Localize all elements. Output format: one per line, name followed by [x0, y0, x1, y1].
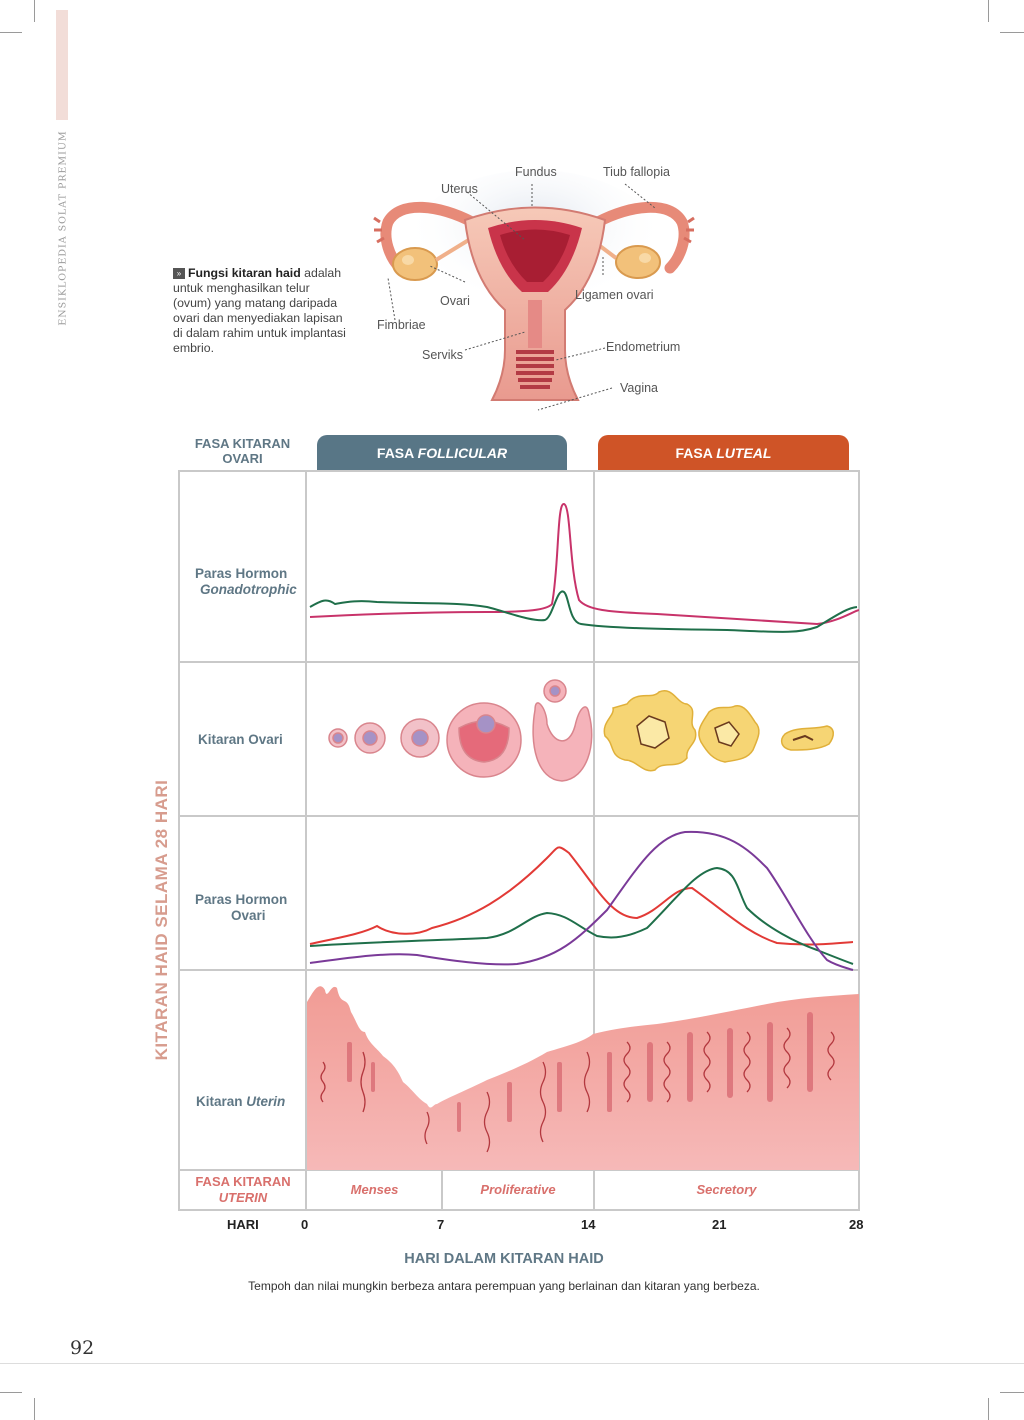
ovarian-cycle-illustration — [328, 679, 834, 782]
phase-secretory: Secretory — [696, 1182, 757, 1197]
fsh-curve — [309, 590, 858, 633]
label-fundus: Fundus — [515, 165, 557, 179]
follicular-phase-header: FASA FOLLICULAR — [317, 435, 567, 471]
x-axis-title: HARI DALAM KITARAN HAID — [404, 1251, 604, 1267]
ovarian-hormone-chart — [309, 830, 854, 971]
diagram-grid — [178, 470, 860, 1211]
phase-menses: Menses — [350, 1182, 399, 1197]
day-tick-28: 28 — [849, 1217, 864, 1232]
label-tiub-fallopia: Tiub fallopia — [603, 165, 670, 179]
day-axis-label: HARI — [227, 1217, 259, 1232]
lh-curve — [309, 502, 859, 626]
intro-text: adalah untuk menghasilkan telur (ovum) y… — [173, 266, 346, 355]
running-head: ENSIKLOPEDIA SOLAT PREMIUM — [57, 130, 69, 326]
row-label-ovarian-hormone: Paras Hormon Ovari — [195, 892, 288, 923]
day-tick-7: 7 — [437, 1217, 445, 1232]
label-ligamen-ovari: Ligamen ovari — [575, 288, 654, 302]
label-endometrium: Endometrium — [606, 340, 681, 354]
row-label-uterine: Kitaran Uterin — [196, 1094, 286, 1109]
estrogen-curve — [309, 846, 854, 946]
side-color-band — [56, 10, 68, 120]
row-label-ovarian-cycle: Kitaran Ovari — [198, 732, 283, 747]
phase-proliferative: Proliferative — [480, 1182, 556, 1197]
left-ovary — [392, 247, 438, 281]
arrow-marker-icon: » — [173, 268, 185, 279]
footnote: Tempoh dan nilai mungkin berbeza antara … — [248, 1279, 760, 1293]
label-serviks: Serviks — [422, 348, 463, 362]
gonadotrophic-chart — [309, 502, 859, 633]
uterine-cycle-illustration — [307, 986, 859, 1170]
ovarian-phase-label: FASA KITARAN OVARI — [194, 436, 291, 466]
label-uterus: Uterus — [441, 182, 478, 196]
day-tick-0: 0 — [301, 1217, 309, 1232]
right-ovary — [615, 245, 661, 279]
luteal-phase-header: FASA LUTEAL — [598, 435, 849, 471]
uterine-phase-label: FASA KITARAN UTERIN — [195, 1174, 291, 1205]
label-vagina: Vagina — [620, 381, 658, 395]
side-axis-label: KITARAN HAID SELAMA 28 HARI — [152, 779, 171, 1061]
uterus-illustration — [373, 170, 695, 411]
footer-rule — [0, 1363, 1024, 1364]
endometrium-lining — [307, 986, 859, 1170]
day-tick-14: 14 — [581, 1217, 596, 1232]
day-tick-21: 21 — [712, 1217, 727, 1232]
page-number: 92 — [70, 1337, 95, 1359]
fsh-estrogen-curve — [309, 866, 854, 965]
row-label-gonadotrophic: Paras Hormon Gonadotrophic — [195, 566, 297, 597]
label-ovari: Ovari — [440, 294, 470, 308]
intro-bold: Fungsi kitaran haid — [188, 266, 301, 280]
label-fimbriae: Fimbriae — [377, 318, 426, 332]
intro-paragraph: » Fungsi kitaran haid adalah untuk mengha… — [173, 266, 348, 356]
progesterone-curve — [309, 830, 854, 971]
